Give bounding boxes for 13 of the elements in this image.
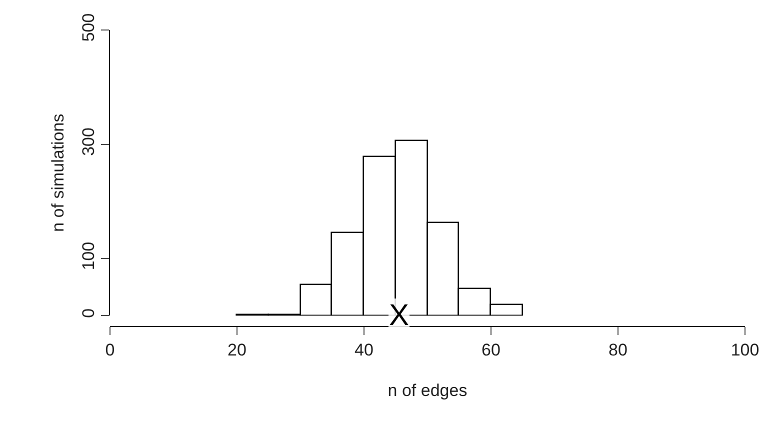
- y-tick-label: 100: [79, 242, 98, 270]
- x-tick-label: 20: [228, 340, 246, 360]
- y-tick-label: 500: [79, 13, 98, 42]
- y-axis-title: n of simulations: [48, 114, 68, 232]
- annotation: X: [389, 299, 410, 332]
- x-tick-label: 60: [482, 340, 500, 360]
- y-tick-label: 0: [79, 308, 98, 318]
- x-tick-label: 100: [730, 340, 760, 360]
- x-axis-title: n of edges: [388, 380, 468, 400]
- x-tick-label: 0: [105, 340, 115, 360]
- x-tick-label: 80: [608, 340, 628, 360]
- x-tick-label: 40: [354, 340, 374, 360]
- y-tick-label: 300: [79, 128, 98, 156]
